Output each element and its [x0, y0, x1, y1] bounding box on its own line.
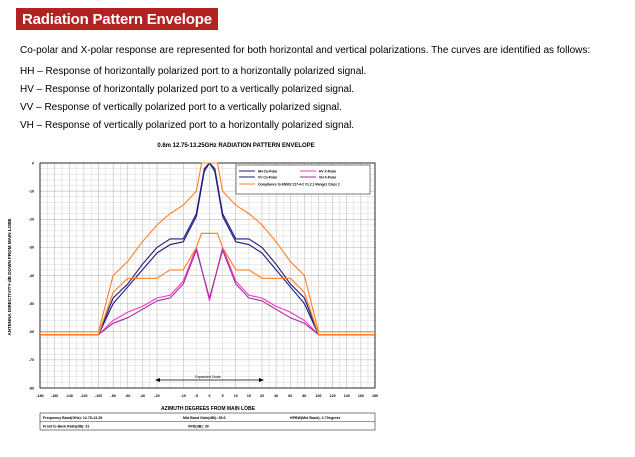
x-tick-label: 100 [316, 394, 322, 398]
x-tick-label: -10 [181, 394, 186, 398]
x-tick-label: -20 [154, 394, 159, 398]
x-tick-label: 140 [344, 394, 350, 398]
chart-footer: Frequency Band(GHz): 12.75-13.25 Mid Ban… [39, 412, 376, 431]
legend-label: HV X-Polar [319, 169, 337, 173]
legend-label: VV Co-Polar [258, 175, 278, 179]
x-tick-label: 60 [288, 394, 292, 398]
series-line-4 [40, 162, 375, 333]
legend-label: VH X-Polar [319, 175, 337, 179]
x-tick-label: 5 [222, 394, 224, 398]
x-tick-label: 0 [209, 394, 211, 398]
x-tick-label: -80 [111, 394, 116, 398]
intro-text: Co-polar and X-polar response are repres… [20, 45, 591, 56]
y-axis-label: ANTENNA DIRECTIVITY-dB DOWN FROM MAIN LO… [7, 218, 12, 335]
x-tick-label: -160 [51, 394, 58, 398]
footer-xpd: XPD(dB): 30 [188, 425, 209, 429]
section-title: Radiation Pattern Envelope [22, 10, 212, 28]
expanded-scale-label: Expanded Scale [195, 375, 221, 379]
footer-mid-band-gain: Mid Band Gain(dBi): 35.6 [183, 416, 226, 420]
x-tick-label: 120 [330, 394, 336, 398]
y-tick-label: -30 [29, 246, 34, 250]
x-tick-label: -140 [66, 394, 73, 398]
y-tick-label: -60 [29, 330, 34, 334]
x-tick-label: -100 [95, 394, 102, 398]
chart-grid [39, 162, 376, 389]
series-line-5 [40, 232, 375, 336]
x-tick-label: 40 [274, 394, 278, 398]
legend-label: Compliance to EN302 217-4-2 V1.2.1 Range… [258, 182, 340, 186]
footer-frequency: Frequency Band(GHz): 12.75-13.25 [43, 416, 102, 420]
y-tick-label: -10 [29, 189, 34, 193]
definition-vh: VH – Response of vertically polarized po… [20, 120, 355, 131]
x-tick-label: 160 [358, 394, 364, 398]
footer-front-to-back: Front to Back Ratio(dB): 61 [43, 425, 90, 429]
y-tick-label: -40 [29, 274, 34, 278]
x-tick-label: 10 [234, 394, 238, 398]
y-tick-label: 0 [32, 161, 34, 165]
series-line-2 [40, 246, 375, 336]
expanded-scale-marker: Expanded Scale [155, 375, 264, 382]
x-tick-label: 180 [372, 394, 378, 398]
x-tick-label: -180 [36, 394, 43, 398]
definition-hv: HV – Response of horizontally polarized … [20, 84, 355, 95]
y-tick-label: -70 [29, 358, 34, 362]
series-group [40, 162, 375, 336]
x-tick-label: 15 [247, 394, 251, 398]
legend-label: HH Co-Polar [258, 169, 278, 173]
x-axis-label: AZIMUTH DEGREES FROM MAIN LOBE [161, 406, 256, 412]
y-tick-label: -80 [29, 386, 34, 390]
tick-labels: -180 -160 -140 -120 -100 -80 -60 -40 -20 -10 -5 0 5 1… [29, 161, 378, 398]
x-tick-label: -60 [125, 394, 130, 398]
x-tick-label: 80 [302, 394, 306, 398]
y-tick-label: -50 [29, 302, 34, 306]
x-tick-label: 20 [260, 394, 264, 398]
definition-vv: VV – Response of vertically polarized po… [20, 102, 342, 113]
chart-title: 0.6m 12.75-13.25GHz RADIATION PATTERN EN… [157, 143, 314, 149]
x-tick-label: -120 [80, 394, 87, 398]
series-line-3 [40, 249, 375, 336]
definition-hh: HH – Response of horizontally polarized … [20, 66, 367, 77]
x-tick-label: -5 [195, 394, 198, 398]
section-title-banner: Radiation Pattern Envelope [16, 8, 218, 30]
footer-hpbw: HPBW(Mid Band): 2.70egrees [290, 416, 340, 420]
y-tick-label: -20 [29, 218, 34, 222]
x-tick-label: -40 [140, 394, 145, 398]
chart-legend: HH Co-Polar HV X-Polar VV Co-Polar VH X-Pol… [235, 164, 371, 195]
